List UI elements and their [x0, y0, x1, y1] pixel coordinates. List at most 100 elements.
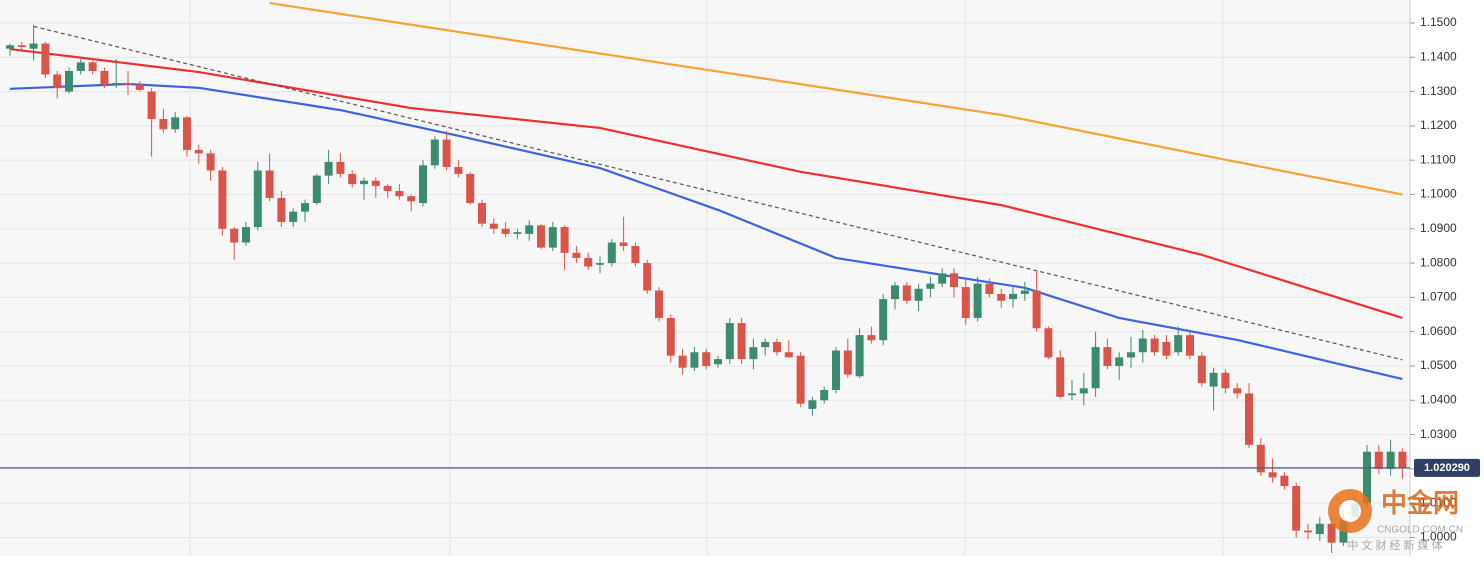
candle-body: [1056, 357, 1065, 397]
candle-body: [277, 197, 286, 222]
candle-body: [867, 335, 876, 341]
candle-body: [1044, 328, 1053, 358]
candle-body: [690, 352, 699, 368]
candle-body: [112, 83, 121, 85]
candle-body: [1374, 451, 1383, 469]
candle-body: [619, 242, 628, 246]
moving-average: [269, 1, 1403, 196]
candle-body: [395, 191, 404, 197]
candle-body: [1174, 335, 1183, 353]
candle-body: [537, 225, 545, 248]
candle-body: [1315, 523, 1324, 535]
moving-average: [9, 82, 1403, 381]
candle-body: [1115, 357, 1124, 366]
candle-body: [1233, 388, 1242, 394]
candle-body: [926, 283, 935, 289]
candle-body: [902, 285, 911, 301]
candle-body: [65, 71, 73, 92]
candle-body: [643, 263, 652, 291]
candle-body: [289, 211, 298, 222]
candle-body: [29, 43, 38, 49]
candle-body: [843, 350, 852, 375]
candle-body: [124, 83, 132, 85]
price-label-box: [1414, 458, 1480, 477]
candle-body: [41, 43, 50, 75]
candle-body: [961, 287, 970, 318]
candle-body: [1280, 475, 1289, 487]
candle-body: [596, 263, 604, 265]
watermark: 中金网 CNGOLD.COM.CN 中 文 财 经 新 媒 体: [1328, 488, 1463, 552]
candle-body: [430, 139, 439, 166]
candle-body: [230, 228, 239, 243]
candle-body: [253, 170, 262, 228]
candle-body: [1221, 372, 1230, 389]
candle-body: [336, 161, 345, 174]
candle-body: [855, 335, 864, 377]
candle-body: [265, 170, 274, 198]
candle-body: [183, 117, 191, 150]
candle-body: [1162, 341, 1171, 356]
candle-body: [53, 74, 62, 89]
candle-body: [1268, 472, 1277, 478]
candle-body: [242, 227, 250, 243]
grid: [0, 22, 1410, 538]
candle-body: [1327, 523, 1336, 543]
candle-body: [76, 62, 85, 72]
candle-body: [489, 223, 498, 229]
candle-body: [147, 91, 156, 120]
candle-body: [832, 350, 840, 390]
candle-body: [702, 352, 711, 366]
y-tick-label: 1.1100: [1420, 152, 1456, 166]
candle-body: [1186, 335, 1194, 356]
candle-body: [1103, 347, 1112, 366]
candle-body: [371, 180, 380, 186]
y-tick-label: 1.0100: [1420, 495, 1457, 509]
price-label: 1.020290: [1424, 462, 1470, 474]
candle-body: [607, 242, 616, 264]
candle-body: [1127, 352, 1135, 358]
y-tick-label: 1.1200: [1420, 118, 1457, 132]
candle-body: [407, 196, 416, 202]
y-tick-label: 1.0300: [1420, 427, 1457, 441]
y-tick-label: 1.1500: [1420, 15, 1457, 29]
candle-body: [891, 285, 899, 300]
candle-body: [1245, 393, 1253, 445]
candle-body: [773, 341, 781, 353]
vertical-grid: [189, 0, 1224, 556]
candle-body: [678, 355, 687, 368]
candle-body: [796, 355, 805, 404]
y-tick-label: 1.1400: [1420, 49, 1457, 63]
candle-body: [714, 359, 722, 365]
candle-body: [1009, 293, 1017, 300]
candle-body: [1363, 451, 1371, 504]
candle-body: [1292, 486, 1301, 531]
candle-body: [301, 203, 309, 212]
candle-body: [1138, 338, 1147, 353]
watermark-site: CNGOLD.COM.CN: [1377, 525, 1463, 536]
candle-body: [820, 389, 829, 401]
candle-body: [950, 273, 958, 288]
candle-body: [17, 45, 26, 47]
candle-body: [985, 283, 994, 294]
candle-body: [419, 165, 427, 204]
y-tick-label: 1.0800: [1420, 255, 1457, 269]
candle-body: [1079, 388, 1088, 394]
candle-body: [100, 71, 109, 85]
y-tick-label: 1.0700: [1420, 290, 1457, 304]
candle-body: [88, 62, 97, 72]
candle-body: [572, 252, 581, 258]
candle-body: [206, 153, 215, 171]
candle-body: [973, 283, 982, 318]
candle-body: [914, 288, 923, 301]
candle-body: [218, 170, 227, 229]
candle-body: [1068, 393, 1076, 396]
candle-body: [1209, 372, 1218, 387]
candle-body: [725, 323, 734, 360]
candle-body: [478, 203, 486, 224]
candle-body: [1386, 451, 1395, 469]
candle-body: [1032, 290, 1041, 329]
candle-body: [324, 161, 333, 176]
candle-body: [655, 290, 663, 318]
candle-body: [784, 352, 793, 358]
